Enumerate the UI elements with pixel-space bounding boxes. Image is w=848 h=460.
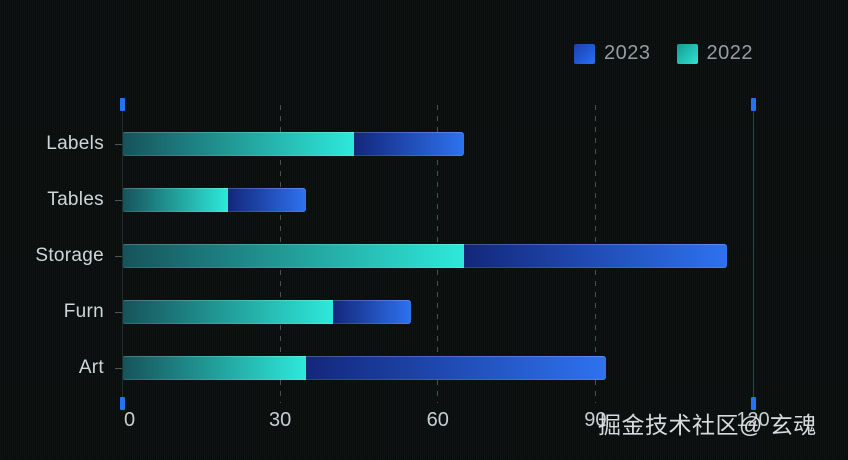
y-axis-tick-art [114,368,122,369]
legend-swatch-2022-icon [676,43,698,64]
bar-labels-2023[interactable] [353,132,464,156]
axis-cap-top-right [750,98,756,111]
axis-cap-top-left [120,98,125,111]
category-label-labels: Labels [46,133,104,154]
x-axis-label-30: 30 [269,409,292,431]
bar-art-2022[interactable] [122,356,307,380]
bar-storage-2023[interactable] [464,244,727,268]
y-axis-tick-labels [114,144,122,145]
legend: 2023 2022 [574,42,753,65]
category-label-art: Art [78,357,104,378]
x-axis-label-90: 90 [584,409,607,431]
bar-furn-2023[interactable] [332,300,412,324]
legend-label-2023: 2023 [604,42,651,64]
bar-tables-2023[interactable] [227,188,307,212]
x-axis-label-0: 0 [123,409,136,431]
bar-storage-2022[interactable] [122,244,465,268]
y-axis-tick-tables [114,200,122,201]
legend-item-2022[interactable]: 2022 [676,42,754,65]
category-label-tables: Tables [47,189,104,210]
category-label-storage: Storage [35,245,104,266]
legend-item-2023[interactable]: 2023 [574,42,651,65]
x-axis-label-60: 60 [426,409,449,431]
axis-cap-bottom-right [750,397,756,410]
bar-art-2023[interactable] [306,356,606,380]
bar-labels-2022[interactable] [122,132,354,156]
x-axis-label-120: 120 [736,409,770,431]
axis-cap-bottom-left [120,397,125,410]
bar-furn-2022[interactable] [122,300,333,324]
y-axis-tick-storage [114,256,122,257]
watermark: 掘金技术社区@ 玄魂 [598,412,817,438]
bar-tables-2022[interactable] [122,188,228,212]
legend-label-2022: 2022 [706,42,753,64]
y-axis-line-right [752,105,754,403]
y-axis-tick-furn [114,312,122,313]
category-label-furn: Furn [63,301,104,322]
legend-swatch-2023-icon [574,43,595,64]
